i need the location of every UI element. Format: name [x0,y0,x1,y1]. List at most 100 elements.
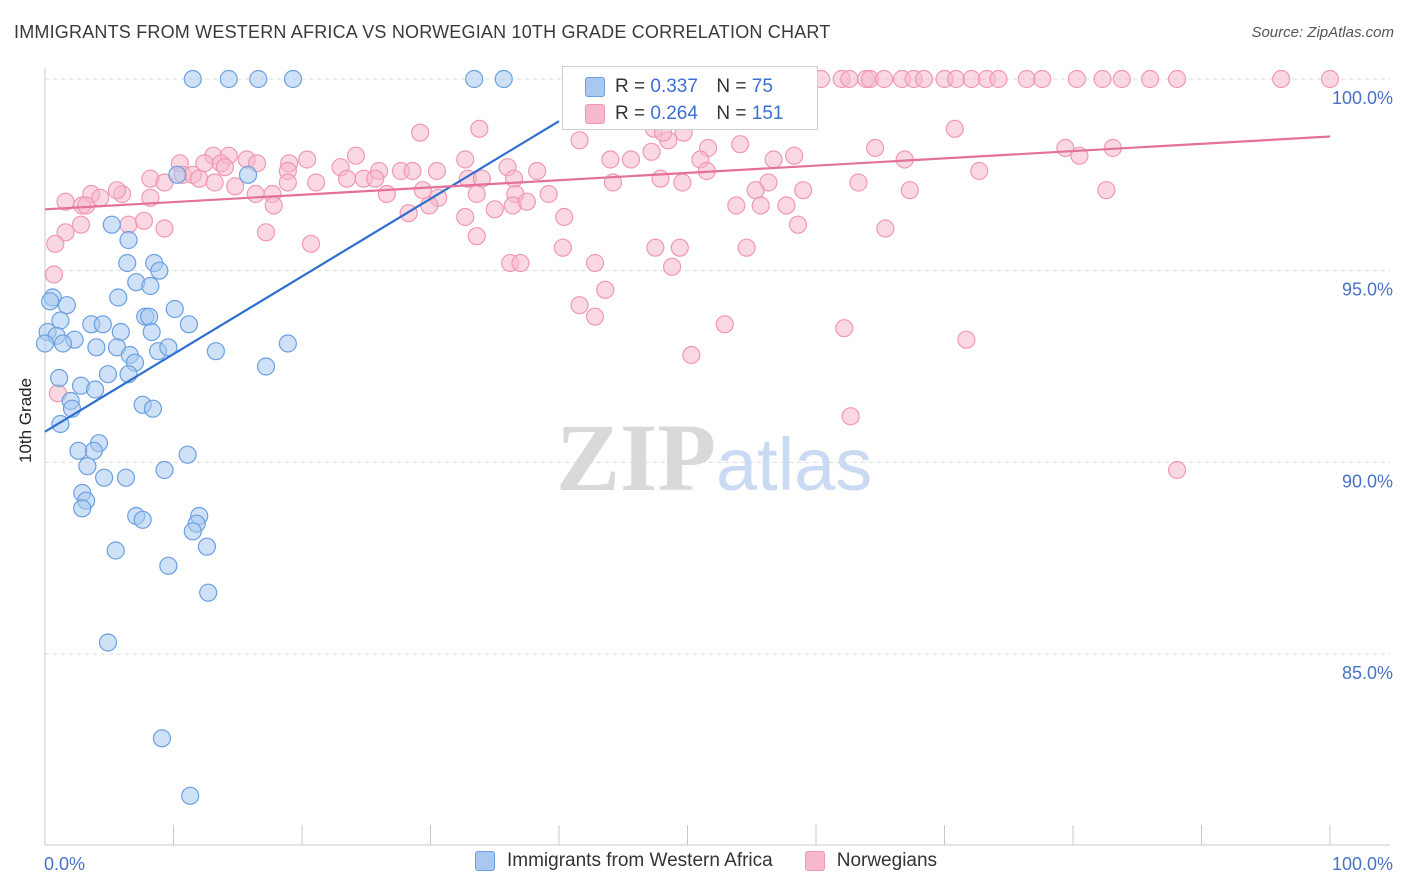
data-point [465,69,484,89]
data-point [41,292,60,311]
data-point [1017,69,1036,89]
data-point [35,334,55,353]
data-point [737,238,756,257]
data-point [504,169,524,188]
data-point [785,146,804,165]
data-point [403,161,422,181]
data-point [962,69,981,89]
data-point [134,211,154,230]
y-tick-label: 85.0% [1342,663,1393,683]
data-point [102,215,121,234]
data-point [621,150,641,169]
data-point [485,200,504,219]
data-point [278,173,297,192]
data-point [93,315,112,334]
data-point [511,253,530,273]
data-point [570,296,589,315]
data-point [119,230,138,250]
data-point [69,441,88,460]
data-point [900,181,919,200]
data-point [246,184,265,204]
chart-legend: Immigrants from Western Africa Norwegian… [475,850,969,872]
data-point [53,334,73,353]
data-point [651,169,670,188]
data-point [190,169,209,188]
data-point [914,69,934,89]
data-point [555,207,574,227]
data-point [467,184,486,204]
data-point [142,322,161,342]
data-point [970,161,989,181]
y-tick-label: 95.0% [1342,280,1393,300]
stats-row-blue: R = 0.337 N = 75 [585,74,773,100]
data-point [141,276,160,296]
data-point [777,196,796,215]
data-point [205,173,224,192]
data-point [159,338,178,357]
watermark-zip: ZIP [556,404,716,511]
y-tick-label: 90.0% [1342,471,1393,491]
data-point [238,165,258,184]
data-point [183,522,202,541]
data-point [539,184,558,204]
data-point [150,261,169,280]
legend-item-norwegians[interactable]: Norwegians [804,850,937,872]
data-point [1167,460,1187,480]
data-point [570,131,589,150]
chart-title: IMMIGRANTS FROM WESTERN AFRICA VS NORWEG… [14,22,831,42]
data-point [337,169,357,188]
data-point [528,161,547,181]
data-point [366,169,385,188]
data-point [346,146,366,165]
data-point [411,123,430,142]
data-point [875,69,894,89]
data-point [841,407,860,426]
data-point [989,69,1008,89]
watermark: ZIP atlas [556,404,872,511]
data-point [517,192,536,211]
data-point [413,181,432,200]
data-point [215,158,234,177]
data-point [98,365,118,384]
data-point [298,150,317,169]
data-point [456,150,475,169]
data-point [788,215,808,234]
stats-r-value: 0.264 [650,103,698,124]
data-point [86,380,105,399]
data-point [746,181,765,200]
data-point [751,196,770,215]
data-point [256,357,276,376]
data-point [219,69,238,89]
data-point [670,238,689,257]
data-point [165,299,184,319]
data-point [585,253,605,273]
data-point [183,69,202,89]
data-point [642,142,661,161]
data-point [139,307,159,326]
legend-label: Immigrants from Western Africa [507,850,773,871]
data-point [107,181,127,200]
data-point [181,786,200,805]
data-point [585,307,605,326]
data-point [84,441,103,460]
data-point [1112,69,1131,89]
stats-r-value: 0.337 [650,76,698,97]
data-point [1167,69,1187,89]
data-point [118,253,137,273]
gridlines [45,78,1390,655]
data-point [1093,69,1112,89]
data-point [1140,69,1160,89]
data-point [57,296,76,315]
data-point [78,457,97,476]
data-point [1067,69,1086,89]
x-tick-label-max: 100.0% [1332,854,1393,874]
data-point [50,368,69,388]
data-point [727,196,746,215]
data-point [152,729,172,748]
data-point [866,138,885,158]
data-point [646,238,665,257]
axes [44,68,1390,846]
data-point [849,173,868,192]
data-point [159,556,178,575]
legend-item-immigrants[interactable]: Immigrants from Western Africa [475,850,773,872]
